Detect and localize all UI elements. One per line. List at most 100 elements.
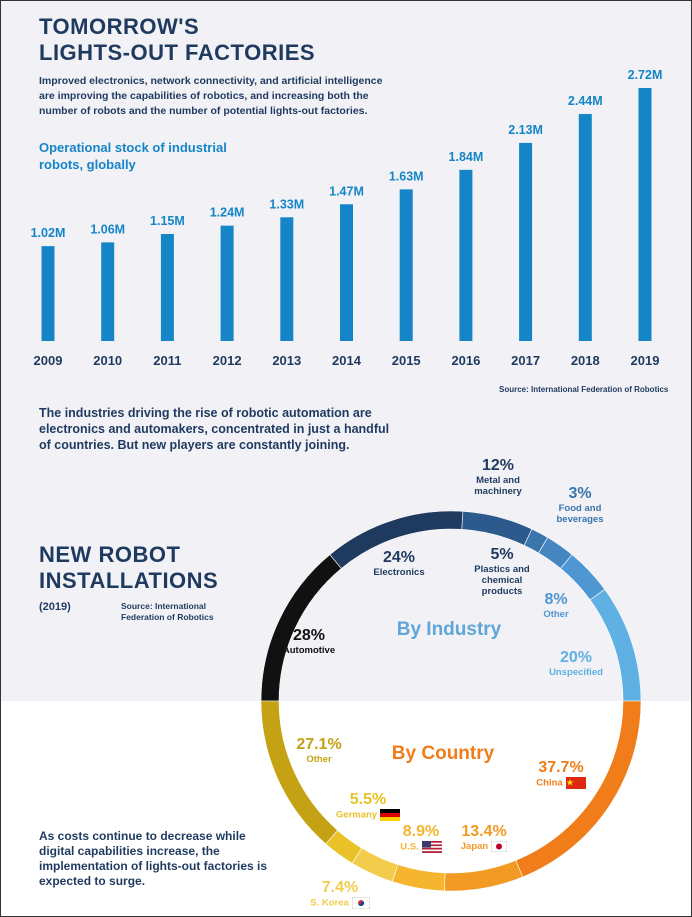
- intro-text: Improved electronics, network connectivi…: [39, 75, 383, 117]
- country-name: U.S.: [400, 841, 419, 853]
- x-tick-label: 2010: [93, 353, 122, 368]
- x-tick-label: 2019: [631, 353, 660, 368]
- country-label-china: 37.7% China: [521, 759, 601, 789]
- bar-2012: [220, 225, 234, 341]
- industry-pct: 3%: [568, 485, 592, 502]
- bar-value-label: 1.84M: [449, 150, 484, 164]
- industry-segment-metal-and-machinery: [461, 511, 533, 546]
- bar-value-label: 1.63M: [389, 169, 424, 183]
- x-tick-label: 2018: [571, 353, 600, 368]
- bar-value-label: 2.72M: [628, 68, 663, 82]
- mid-paragraph: The industries driving the rise of robot…: [39, 406, 390, 452]
- industry-pct: 24%: [382, 549, 416, 566]
- bar-chart-subtitle: Operational stock of industrial robots, …: [39, 140, 227, 172]
- japan-flag-icon: [491, 841, 508, 852]
- country-pct: 27.1%: [296, 736, 342, 753]
- bar-2017: [519, 142, 533, 341]
- installations-title-line1: NEW ROBOT: [39, 542, 181, 567]
- by-industry-label: By Industry: [396, 619, 502, 640]
- industry-name: Metal and machinery: [474, 475, 522, 497]
- industry-label-plastics: 5% Plastics and chemical products: [461, 546, 543, 597]
- country-pct: 8.9%: [402, 823, 440, 840]
- country-name: China: [536, 777, 563, 789]
- industry-pct: 8%: [544, 591, 568, 608]
- bar-2013: [280, 217, 294, 341]
- bar-value-label: 1.24M: [210, 206, 245, 220]
- bar-value-label: 1.47M: [329, 184, 364, 198]
- industry-name: Unspecified: [549, 667, 603, 678]
- bar-value-label: 1.06M: [90, 222, 125, 236]
- country-name: Japan: [460, 841, 489, 853]
- industry-segment-unspecified: [589, 588, 642, 702]
- country-label-korea: 7.4% S. Korea: [305, 879, 375, 909]
- bar-2018: [578, 114, 592, 341]
- country-pct: 5.5%: [349, 791, 387, 808]
- bar-2011: [160, 234, 174, 341]
- industry-name: Food and beverages: [556, 503, 604, 525]
- industry-label-unspecified: 20% Unspecified: [536, 649, 616, 678]
- country-label-other: 27.1% Other: [283, 736, 355, 765]
- industry-label-food: 3% Food and beverages: [546, 485, 614, 525]
- china-flag-icon: [565, 777, 586, 789]
- industry-name: Automotive: [282, 645, 336, 656]
- top-panel: [1, 1, 691, 701]
- country-segment-s-korea: [351, 847, 399, 883]
- by-country-label: By Country: [391, 743, 495, 764]
- industry-pct: 12%: [481, 457, 515, 474]
- country-label-us: 8.9% U.S.: [391, 823, 451, 853]
- installations-title-line2: INSTALLATIONS: [39, 568, 219, 593]
- industry-name: Other: [543, 609, 569, 620]
- bar-2014: [340, 204, 353, 341]
- bar-value-label: 1.33M: [269, 197, 304, 211]
- country-label-germany: 5.5% Germany: [323, 791, 413, 821]
- x-tick-label: 2015: [392, 353, 421, 368]
- korea-flag-icon: [351, 897, 370, 909]
- main-title-line2: LIGHTS-OUT FACTORIES: [39, 40, 316, 65]
- industry-label-other: 8% Other: [526, 591, 586, 620]
- industry-label-metal: 12% Metal and machinery: [464, 457, 532, 497]
- industry-label-electronics: 24% Electronics: [359, 549, 439, 578]
- industry-label-automotive: 28% Automotive: [269, 627, 349, 656]
- bar-value-label: 1.02M: [31, 226, 66, 240]
- country-segment-other: [260, 700, 339, 845]
- country-name: Other: [306, 754, 332, 765]
- industry-pct: 28%: [292, 627, 326, 644]
- bar-value-label: 1.15M: [150, 214, 185, 228]
- country-segment-japan: [444, 859, 523, 892]
- x-tick-label: 2014: [332, 353, 362, 368]
- country-name: Germany: [335, 809, 378, 821]
- main-title-line1: TOMORROW'S: [39, 14, 200, 39]
- industry-name: Electronics: [373, 567, 425, 578]
- country-pct: 7.4%: [321, 879, 359, 896]
- country-label-japan: 13.4% Japan: [447, 823, 521, 852]
- industry-name: Plastics and chemical products: [474, 564, 530, 597]
- bar-chart-source: Source: International Federation of Robo…: [499, 385, 669, 394]
- bar-2015: [399, 189, 413, 341]
- bar-value-label: 2.13M: [508, 123, 543, 137]
- industry-pct: 5%: [490, 546, 514, 563]
- bar-2010: [101, 242, 115, 341]
- x-tick-label: 2009: [34, 353, 63, 368]
- industry-pct: 20%: [559, 649, 593, 666]
- country-pct: 37.7%: [538, 759, 584, 776]
- bar-2009: [41, 246, 55, 341]
- bottom-paragraph: As costs continue to decrease while digi…: [39, 829, 268, 888]
- country-segment-u-s-: [391, 864, 446, 892]
- x-tick-label: 2012: [213, 353, 242, 368]
- installations-year: (2019): [39, 601, 71, 613]
- installations-source: Source: International Federation of Robo…: [121, 601, 214, 622]
- us-flag-icon: [421, 841, 442, 853]
- x-tick-label: 2013: [272, 353, 301, 368]
- country-pct: 13.4%: [461, 823, 507, 840]
- bar-value-label: 2.44M: [568, 94, 603, 108]
- x-tick-label: 2017: [511, 353, 540, 368]
- bar-2016: [459, 169, 473, 341]
- country-name: S. Korea: [310, 897, 349, 909]
- robot-stock-bar-chart: 1.02M 2009 1.06M 2010 1.15M 2011 1.24M 2012 1.33…: [31, 68, 663, 368]
- germany-flag-icon: [380, 809, 401, 821]
- x-tick-label: 2016: [451, 353, 480, 368]
- bar-2019: [638, 88, 652, 341]
- x-tick-label: 2011: [153, 353, 181, 368]
